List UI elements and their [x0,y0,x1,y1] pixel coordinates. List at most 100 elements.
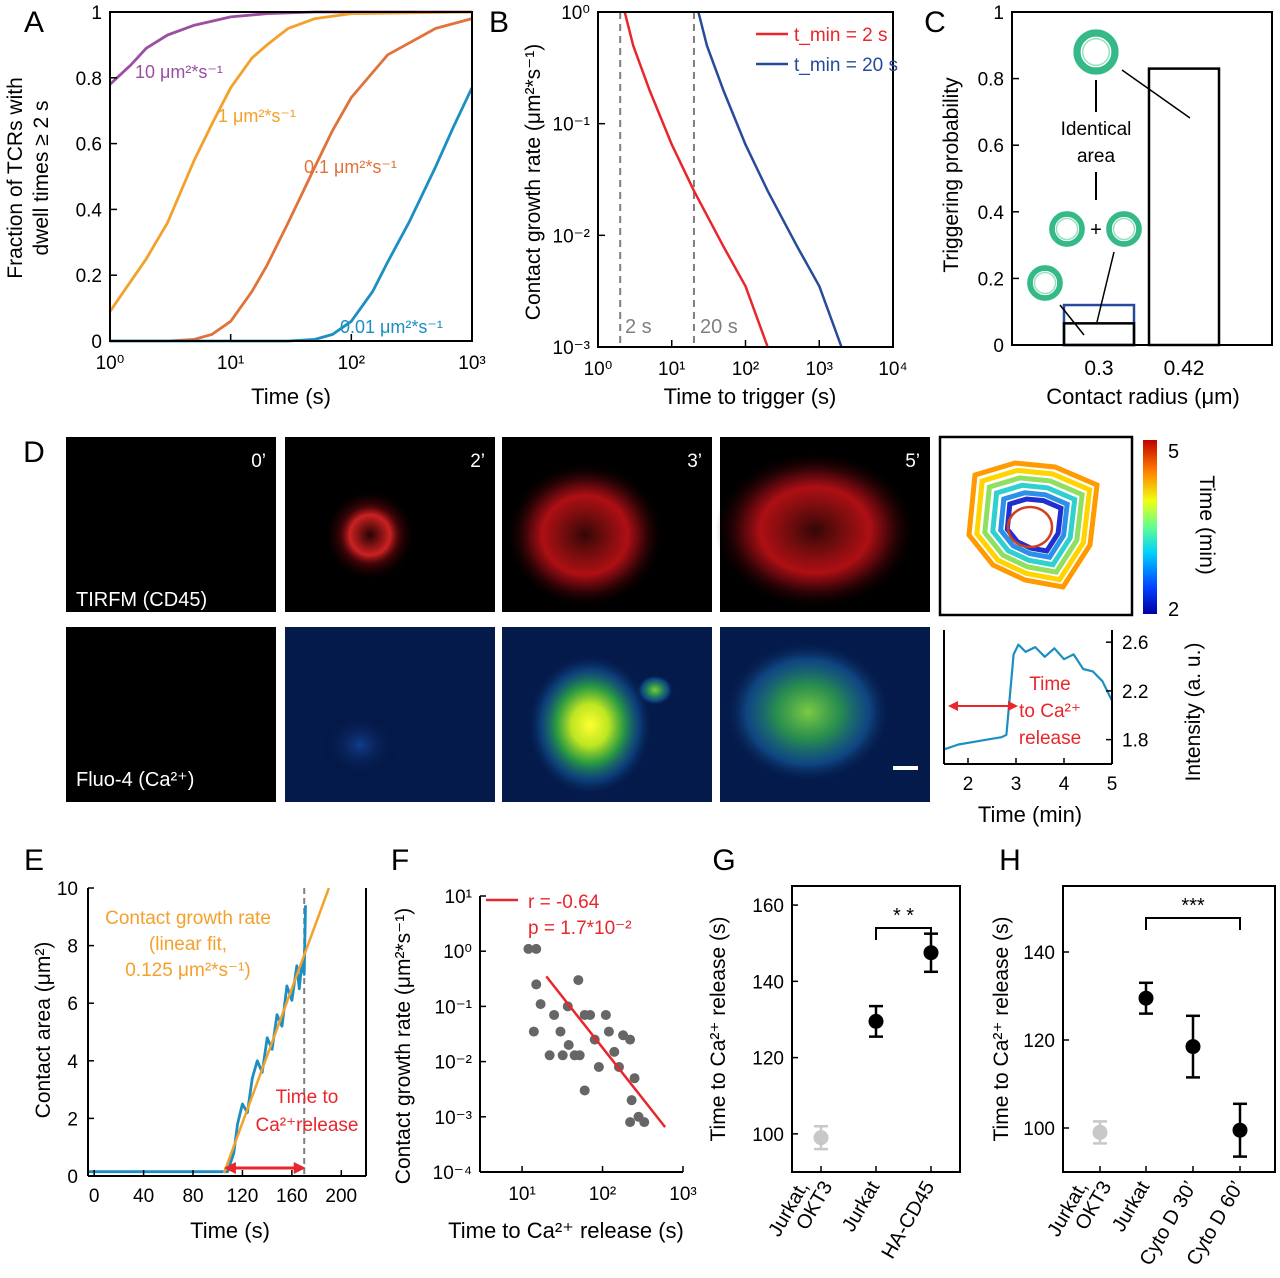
series-line-A-1 [108,10,473,313]
cd45-cell-5min [715,452,915,608]
data-point-F [639,1117,650,1128]
y-axis-label-F: Contact growth rate (μm²*s⁻¹) [392,908,415,1184]
data-point-F [603,1026,614,1037]
data-point-H [1232,1122,1248,1138]
data-point-G [868,1013,884,1029]
y-tick-label-C: 0.2 [978,269,1004,290]
plot-frame-C [1011,11,1273,346]
calcium-image-0 [66,627,276,802]
x-tick-label-B: 10⁴ [878,359,907,380]
data-point-F [574,1050,585,1061]
plot-frame-H [1062,885,1276,1173]
cd45-cell-3min [507,463,663,607]
contour-ring-5 [1004,496,1064,554]
bar-C-0 [1062,322,1136,347]
ring-small-C-1-inner [1112,217,1136,241]
colorbar-min-label: 2 [1168,599,1179,621]
x-tick-label-A: 10³ [458,353,485,374]
y-tick-label-B: 10⁻¹ [553,115,591,136]
pointer-C-2 [1059,304,1085,336]
panel-letter-E: E [24,844,44,877]
y-axis-label-B: Contact growth rate (μm²*s⁻¹) [522,44,545,320]
trace-arrowhead-left [948,701,958,711]
series-line-A-2 [110,17,473,343]
calcium-cell-5min [726,642,890,782]
ring-small-C-0 [1049,211,1085,247]
data-point-H [1185,1039,1201,1055]
category-label-G: HA-CD45 [877,1178,939,1263]
fit-annotation-E-3: 0.125 μm²*s⁻¹) [125,960,251,981]
time-label-D-0: 0’ [251,451,266,472]
panel-letter-G: G [712,844,735,877]
y-tick-label-C: 0.6 [978,136,1004,157]
x-tick-label-A: 10² [338,353,365,374]
colorbar-max-label: 5 [1168,441,1179,463]
series-line-E-fit [222,887,331,1174]
time-annotation-E-1: Time to [276,1087,339,1108]
ring-large-C-inner [1081,37,1111,67]
y-tick-label-C: 0.8 [978,70,1004,91]
y-tick-label-E: 4 [67,1052,78,1073]
y-tick-label-E: 2 [67,1109,78,1130]
data-point-F [625,1117,636,1128]
y-tick-label-E: 10 [57,879,78,900]
time-annotation-E-2: Ca²⁺release [256,1115,359,1136]
data-point-F [593,1061,604,1072]
y-tick-label-G: 140 [752,972,784,993]
x-axis-label-F: Time to Ca²⁺ release (s) [448,1218,684,1243]
colorbar [1143,440,1157,614]
data-point-F [557,1050,568,1061]
y-tick-label-F: 10⁻² [435,1053,473,1074]
trace-line-D [943,643,1113,751]
y-tick-label-F: 10⁻⁴ [433,1163,472,1184]
x-tick-label-F: 10¹ [508,1184,535,1205]
ring-large-C [1073,29,1119,75]
contour-ring-2 [982,475,1085,575]
x-tick-label-C: 0.3 [1084,357,1113,380]
y-tick-label-B: 10⁻³ [553,338,591,359]
x-tick-label-C: 0.42 [1164,357,1205,380]
data-point-F [531,979,542,990]
panel-letter-H: H [999,844,1021,877]
series-label-A-3: 0.01 μm²*s⁻¹ [340,317,443,337]
y-axis-label-A-2: dwell times ≥ 2 s [30,100,53,255]
calcium-image-1 [285,627,495,802]
fit-annotation-E-2: (linear fit, [149,934,227,955]
y-tick-label-F: 10⁻³ [435,1108,473,1129]
time-label-D-2: 3’ [687,451,702,472]
ring-small-C-2 [1027,265,1063,301]
cd45-cell-2min [325,490,415,580]
y-axis-label-H: Time to Ca²⁺ release (s) [990,916,1013,1141]
data-point-G [923,945,939,961]
y-tick-label-H: 100 [1023,1119,1055,1140]
panel-letter-A: A [24,6,44,39]
data-point-F [563,1039,574,1050]
x-axis-label-C: Contact radius (μm) [1046,384,1240,409]
y-tick-label-B: 10⁻² [553,226,591,247]
x-tick-label-E: 200 [325,1186,357,1207]
y-axis-label-E: Contact area (μm²) [32,942,55,1119]
calcium-cell-2min [320,710,400,780]
x-tick-label-E: 40 [133,1186,154,1207]
pointer-C-0 [1121,69,1191,119]
trace-x-tick-label: 3 [1011,774,1022,795]
significance-mark-G: * * [893,905,914,927]
ring-small-C-2-inner [1033,271,1057,295]
y-axis-label-A: Fraction of TCRs with [4,77,27,279]
x-tick-label-E: 0 [89,1186,100,1207]
plot-frame-A [109,11,473,342]
trace-annotation-1: Time [1029,674,1071,695]
time-label-D-3: 5’ [905,451,920,472]
y-axis-label-C: Triggering probability [940,77,963,273]
panel-letter-C: C [924,6,946,39]
y-tick-label-C: 0.4 [978,203,1005,224]
panel-letter-D: D [23,436,45,469]
legend-p-F: p = 1.7*10⁻² [528,918,632,939]
y-tick-label-F: 10⁻¹ [435,997,473,1018]
pointer-C-1 [1096,251,1115,323]
y-tick-label-G: 100 [752,1125,784,1146]
x-tick-label-A: 10¹ [217,353,244,374]
legend-r-F: r = -0.64 [528,892,600,913]
y-tick-label-G: 160 [752,896,784,917]
